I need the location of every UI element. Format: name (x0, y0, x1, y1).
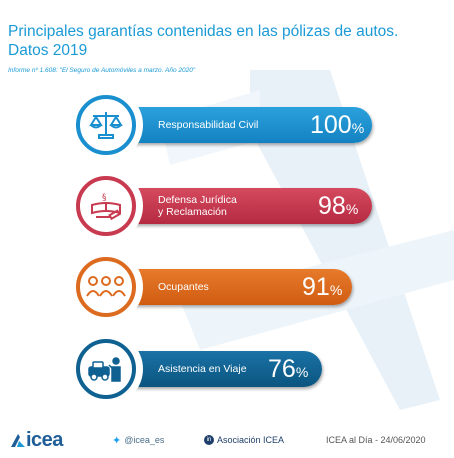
bar-label: Asistencia en Viaje (158, 363, 247, 375)
bar-row-responsabilidad-civil: Responsabilidad Civil 100% (0, 85, 454, 165)
linkedin-icon: in (204, 435, 214, 445)
page-title: Principales garantías contenidas en las … (8, 23, 399, 59)
scales-icon (89, 112, 123, 139)
icea-logo-icon (11, 434, 25, 447)
footer-credit: ICEA al Día - 24/06/2020 (326, 435, 426, 445)
bar-label: Defensa Jurídica y Reclamación (158, 194, 237, 218)
icon-circle (72, 253, 140, 321)
gavel-book-icon: § (91, 193, 121, 221)
bar-row-asistencia-viaje: Asistencia en Viaje 76% (0, 329, 454, 409)
bar-value: 98% (318, 192, 359, 220)
bar-label: Responsabilidad Civil (158, 119, 259, 131)
bar-value: 100% (310, 111, 365, 139)
icon-circle (72, 91, 140, 159)
bar (108, 188, 372, 224)
twitter-handle[interactable]: ✦ @icea_es (112, 434, 165, 447)
icon-circle (72, 335, 140, 403)
people-group-icon (86, 276, 126, 297)
tow-truck-icon (88, 357, 121, 382)
linkedin-link[interactable]: in Asociación ICEA (204, 430, 284, 450)
icon-circle: § (72, 172, 140, 240)
bar (108, 269, 352, 305)
bar-value: 76% (268, 355, 309, 383)
source-note: Informe nº 1.608: "El Seguro de Automóvi… (8, 67, 196, 74)
twitter-icon: ✦ (112, 434, 122, 447)
bar-row-defensa-juridica: Defensa Jurídica y Reclamación 98% § (0, 166, 454, 246)
bar-label: Ocupantes (158, 281, 209, 293)
bar (108, 351, 322, 387)
svg-text:§: § (102, 193, 107, 203)
bar (108, 107, 372, 143)
bar-row-ocupantes: Ocupantes 91% (0, 247, 454, 327)
bar-value: 91% (302, 273, 343, 301)
footer-logo: icea (10, 429, 63, 451)
